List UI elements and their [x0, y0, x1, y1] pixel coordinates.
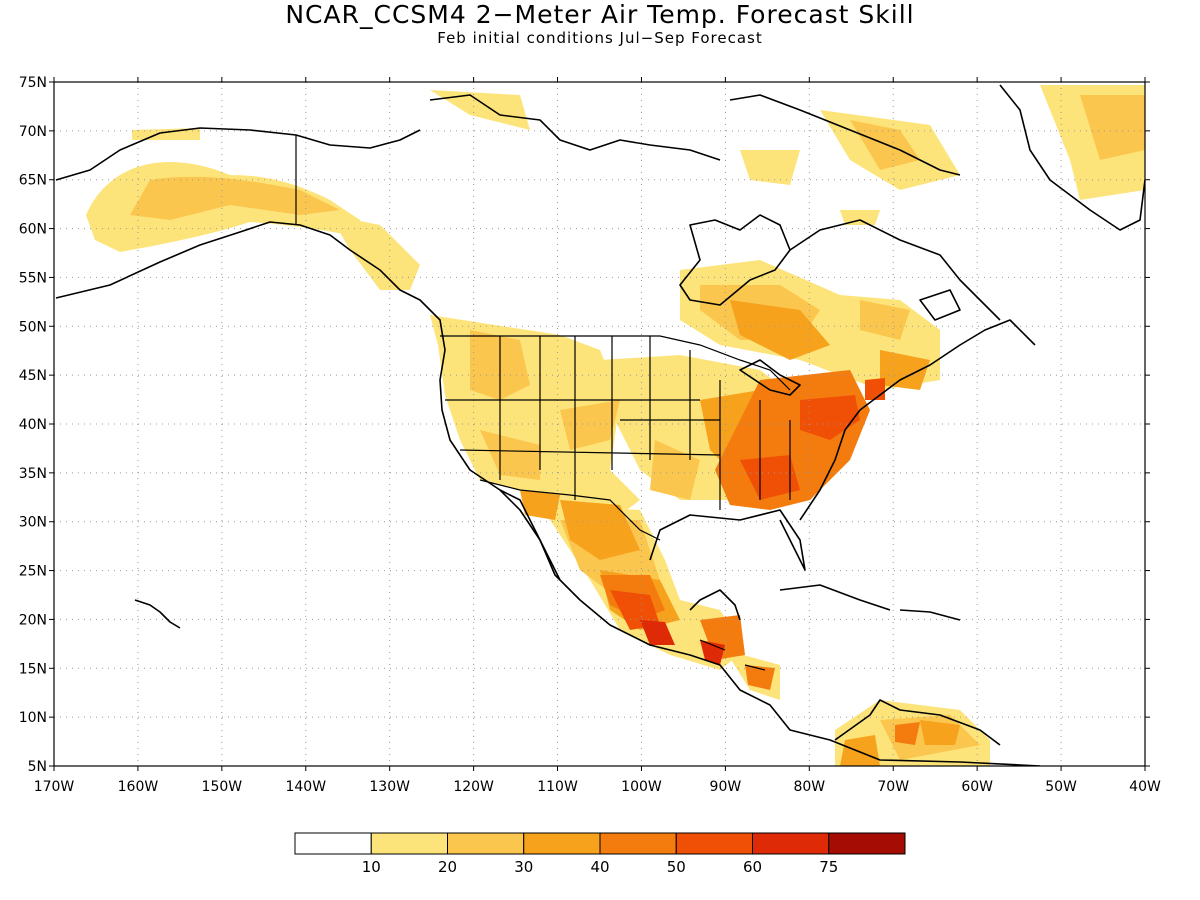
- colorbar-label: 50: [667, 858, 686, 876]
- coastline-cuba: [779, 584, 891, 611]
- lon-label: 100W: [621, 779, 662, 795]
- colorbar-swatch: [752, 832, 830, 855]
- colorbar-swatch: [523, 832, 601, 855]
- lat-label: 20N: [19, 612, 47, 628]
- lat-label: 10N: [19, 710, 47, 726]
- lon-label: 130W: [369, 779, 410, 795]
- coastline-south-america: [834, 699, 1001, 746]
- colorbar-swatch: [370, 832, 448, 855]
- dotted-gridlines: [54, 82, 1145, 766]
- lon-label: 50W: [1045, 779, 1077, 795]
- lon-label: 160W: [118, 779, 159, 795]
- axis-ticks: [49, 77, 1150, 771]
- lon-label: 140W: [285, 779, 326, 795]
- lat-label: 25N: [19, 564, 47, 580]
- coastlines: [55, 84, 1145, 766]
- colorbar-label: 40: [590, 858, 609, 876]
- lat-label: 5N: [28, 759, 47, 775]
- lon-label: 120W: [453, 779, 494, 795]
- lon-label: 60W: [961, 779, 993, 795]
- lat-label: 70N: [19, 124, 47, 140]
- lon-label: 80W: [793, 779, 825, 795]
- colorbar-label: 75: [819, 858, 838, 876]
- colorbar-label: 60: [743, 858, 762, 876]
- coastline-baja: [499, 489, 561, 581]
- colorbar-label: 10: [362, 858, 381, 876]
- skill-area-labrador: [840, 210, 880, 225]
- lat-label: 60N: [19, 222, 47, 238]
- skill-area-bc-coast: [330, 215, 420, 290]
- lon-label: 150W: [202, 779, 243, 795]
- lon-label: 70W: [877, 779, 909, 795]
- coastline-alaska: [55, 221, 1041, 766]
- state-lines: [445, 336, 791, 510]
- map-title: NCAR_CCSM4 2−Meter Air Temp. Forecast Sk…: [285, 0, 915, 29]
- lat-label: 35N: [19, 466, 47, 482]
- skill-area-hudson-north: [740, 150, 800, 185]
- political-boundaries: [295, 135, 791, 671]
- coastline-hispaniola: [899, 609, 961, 621]
- colorbar-label: 20: [438, 858, 457, 876]
- coastline-gulf-mexico: [649, 509, 806, 571]
- longitude-labels: 170W 160W 150W 140W 130W 120W 110W 100W 90W 80W 70…: [34, 779, 1161, 795]
- coastline-newfoundland: [919, 289, 961, 321]
- lat-label: 40N: [19, 417, 47, 433]
- coastline-baffin: [729, 94, 961, 176]
- lon-label: 90W: [710, 779, 742, 795]
- coastline-hudson-bay: [679, 214, 791, 306]
- coastline-east-us: [799, 319, 1036, 521]
- colorbar-label: 30: [514, 858, 533, 876]
- coastline-hawaii: [134, 599, 181, 629]
- coastline-greenland: [999, 84, 1145, 231]
- colorbar-swatch: [675, 832, 753, 855]
- lat-label: 15N: [19, 661, 47, 677]
- lat-label: 65N: [19, 173, 47, 189]
- coastline-yucatan: [689, 589, 741, 621]
- border-us-mexico: [479, 479, 661, 541]
- colorbar-swatch: [599, 832, 677, 855]
- border-central-america: [699, 639, 766, 671]
- lat-label: 45N: [19, 368, 47, 384]
- coastline-labrador: [789, 219, 1001, 321]
- border-us-canada: [440, 335, 791, 391]
- colorbar-swatch: [447, 832, 525, 855]
- latitude-labels: 75N 70N 65N 60N 55N 50N 45N 40N 35N 30N 25N 20N 15N 1…: [19, 75, 47, 775]
- colorbar-swatch: [828, 832, 906, 855]
- lon-label: 40W: [1129, 779, 1161, 795]
- skill-area-arctic-islands: [430, 90, 530, 130]
- lon-label: 110W: [537, 779, 578, 795]
- lon-label: 170W: [34, 779, 75, 795]
- map-subtitle: Feb initial conditions Jul−Sep Forecast: [437, 29, 763, 47]
- lat-label: 75N: [19, 75, 47, 91]
- coastline-arctic-islands: [429, 94, 721, 161]
- coastline-alaska-north: [55, 127, 421, 181]
- skill-field-layer: [86, 85, 1145, 766]
- lat-label: 55N: [19, 270, 47, 286]
- coastline-great-lakes: [739, 359, 801, 396]
- colorbar-swatch: [294, 832, 372, 855]
- lat-label: 30N: [19, 515, 47, 531]
- lat-label: 50N: [19, 319, 47, 335]
- colorbar: 10 20 30 40 50 60 75: [294, 832, 906, 876]
